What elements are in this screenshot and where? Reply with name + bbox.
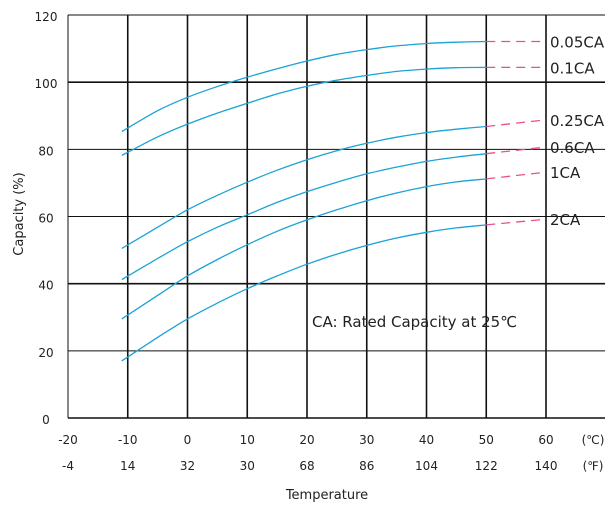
y-tick-label: 80 [38, 144, 53, 158]
x-tick-label-fahrenheit: 104 [415, 459, 438, 473]
x-tick-label-fahrenheit: 140 [535, 459, 558, 473]
series-extrapolation-dashed [486, 146, 547, 155]
rated-capacity-note: CA: Rated Capacity at 25℃ [312, 313, 517, 331]
grid-lines [67, 14, 605, 419]
series-extrapolation-dashed [486, 218, 547, 226]
series-extrapolation-dashed [486, 119, 547, 128]
series-line [121, 178, 487, 320]
x-tick-label-fahrenheit: 122 [475, 459, 498, 473]
x-tick-label-celsius: -20 [58, 433, 78, 447]
x-tick-label-fahrenheit: 30 [240, 459, 255, 473]
x-tick-label-celsius: 60 [538, 433, 553, 447]
y-tick-label: 60 [38, 212, 53, 226]
series-label: 2CA [550, 211, 581, 229]
series-line [121, 40, 487, 133]
y-tick-label: 40 [38, 279, 53, 293]
x-tick-label-fahrenheit: 86 [359, 459, 374, 473]
x-tick-label-celsius: 20 [299, 433, 314, 447]
x-tick-label-fahrenheit: 14 [120, 459, 135, 473]
series-label: 0.1CA [550, 59, 595, 77]
series-layer [121, 40, 547, 362]
x-unit-celsius: (℃) [582, 433, 605, 447]
series-label: 0.25CA [550, 112, 605, 130]
x-tick-label-celsius: 30 [359, 433, 374, 447]
x-tick-label-fahrenheit: 32 [180, 459, 195, 473]
series-label: 0.6CA [550, 139, 595, 157]
x-tick-label-celsius: 40 [419, 433, 434, 447]
x-tick-label-fahrenheit: 68 [299, 459, 314, 473]
series-line [121, 224, 487, 362]
y-tick-label: 100 [35, 77, 58, 91]
x-tick-label-celsius: 0 [184, 433, 192, 447]
x-tick-label-celsius: 10 [240, 433, 255, 447]
series-labels: 0.05CA 0.1CA 0.25CA 0.6CA 1CA 2CA [550, 34, 605, 230]
x-tick-label-celsius: -10 [118, 433, 138, 447]
y-tick-label: 20 [38, 346, 53, 360]
x-tick-label-celsius: 50 [479, 433, 494, 447]
series-line [121, 66, 487, 156]
series-label: 0.05CA [550, 34, 605, 52]
axis-ticks: 0 20 40 60 80 100 120 -20 -10 0 10 20 30 40 50 60 -4 14 32… [35, 10, 558, 473]
y-axis-title: Capacity (%) [12, 172, 27, 255]
x-axis-title: Temperature [285, 488, 368, 503]
series-line [121, 125, 487, 249]
x-unit-fahrenheit: (℉) [583, 459, 604, 473]
y-tick-label: 0 [42, 413, 50, 427]
series-line [121, 153, 487, 281]
series-label: 1CA [550, 164, 581, 182]
series-extrapolation-dashed [486, 171, 547, 180]
y-tick-label: 120 [35, 10, 58, 24]
x-tick-label-fahrenheit: -4 [62, 459, 74, 473]
